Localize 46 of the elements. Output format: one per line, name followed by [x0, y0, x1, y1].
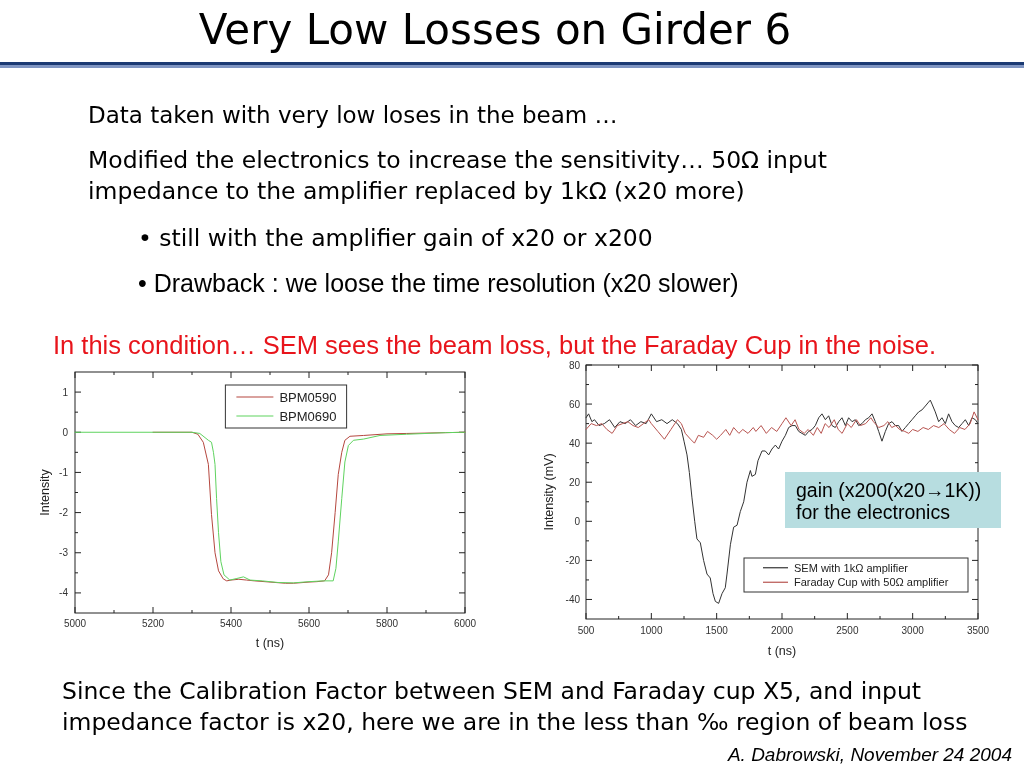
x-tick-label: 2500: [836, 625, 859, 636]
x-tick-label: 5600: [297, 618, 321, 629]
x-tick-label: 6000: [453, 618, 477, 629]
text: Modified the electronics to increase the sensitivity… 50Ω input impedance to the amplifier replaced by 1kΩ (x20 more): [88, 146, 827, 205]
legend-label: BPM0590: [279, 389, 337, 405]
y-tick-label: 0: [62, 426, 69, 438]
legend-label: SEM with 1kΩ amplifier: [794, 561, 909, 574]
y-tick-label: -20: [565, 554, 581, 566]
text: • Drawback : we loose the time resolution (x20 slower): [138, 269, 739, 297]
legend-label: BPM0690: [279, 408, 337, 424]
x-tick-label: 5200: [141, 618, 165, 629]
x-axis-title: t (ns): [767, 644, 797, 658]
annotation: gain (x200(x20→1K)) for the electronics: [796, 479, 982, 523]
y-tick-label: -1: [59, 466, 69, 478]
chart-title: Very Low Losses on Girder 6: [198, 5, 792, 54]
y-axis-title: Intensity: [38, 468, 53, 516]
x-tick-label: 1000: [640, 625, 663, 636]
line-series: [585, 399, 979, 604]
x-tick-label: 500: [577, 625, 595, 636]
y-tick-label: 80: [568, 359, 581, 371]
y-tick-label: -3: [59, 547, 69, 559]
y-tick-label: 0: [574, 515, 581, 527]
x-axis-title: t (ns): [255, 636, 285, 650]
text: Data taken with very low loses in the beam …: [88, 102, 618, 128]
y-tick-label: 40: [568, 437, 581, 449]
y-tick-label: -4: [59, 587, 69, 599]
x-tick-label: 3000: [901, 625, 925, 636]
y-tick-label: 20: [568, 476, 581, 488]
text: A. Dabrowski, November 24 2004: [726, 744, 1012, 765]
y-axis-title: Intensity (mV): [542, 453, 557, 531]
x-tick-label: 2000: [770, 625, 794, 636]
legend-label: Faraday Cup with 50Ω amplifier: [794, 576, 949, 589]
text: Since the Calibration Factor between SEM and Faraday cup X5, and input impedance factor is x20, here we are in the less than ‰ region of beam loss: [62, 677, 968, 736]
line-series: [74, 431, 466, 584]
x-tick-label: 5800: [375, 618, 399, 629]
x-tick-label: 5400: [219, 618, 243, 629]
y-tick-label: -2: [59, 507, 69, 519]
x-tick-label: 1500: [705, 625, 729, 636]
text: • still with the amplifier gain of x20 or x200: [138, 224, 653, 252]
x-tick-label: 5000: [63, 618, 87, 629]
y-tick-label: 1: [62, 386, 69, 398]
y-tick-label: -40: [565, 593, 581, 605]
y-tick-label: 60: [568, 398, 581, 410]
x-tick-label: 3500: [966, 625, 990, 636]
line-series: [585, 411, 979, 444]
text: In this condition… SEM sees the beam loss, but the Faraday Cup in the noise.: [53, 331, 937, 359]
